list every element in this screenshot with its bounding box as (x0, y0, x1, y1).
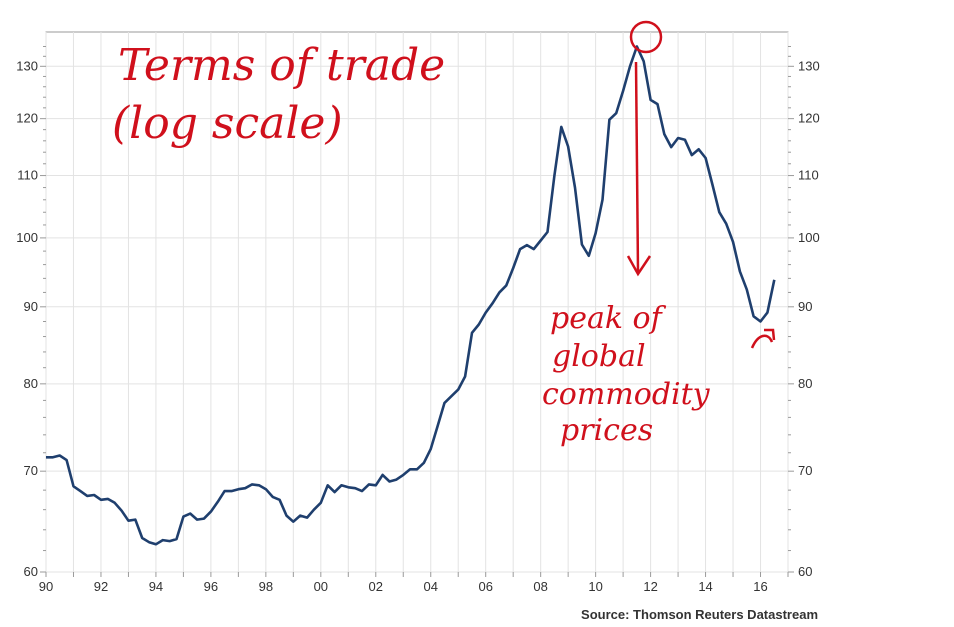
x-tick-label: 98 (259, 579, 273, 594)
x-tick-label: 06 (478, 579, 492, 594)
x-axis: 90 92 94 96 98 00 02 04 06 08 10 12 14 16 (39, 579, 768, 594)
y-axis-left: 60 70 80 90 100 110 120 130 (16, 58, 38, 579)
y-tick-label-right: 80 (798, 376, 812, 391)
y-tick-label-right: 120 (798, 111, 820, 126)
x-tick-label: 00 (314, 579, 328, 594)
source-label: Source: Thomson Reuters Datastream (581, 607, 818, 622)
series-line (46, 45, 776, 546)
annotation-peak-line3: commodity (542, 377, 711, 412)
peak-circle (629, 20, 663, 54)
y-tick-label-right: 100 (798, 230, 820, 245)
x-tick-label: 02 (369, 579, 383, 594)
annotation-title-line2: (log scale) (112, 98, 343, 149)
x-tick-label: 96 (204, 579, 218, 594)
y-tick-label-right: 110 (798, 168, 819, 183)
y-tick-label-left: 70 (24, 463, 38, 478)
annotation-peak-line1: peak of (550, 301, 667, 336)
annotation-peak-line4: prices (560, 413, 653, 448)
y-tick-label-left: 60 (24, 564, 38, 579)
series-group (46, 45, 776, 546)
x-tick-label: 14 (698, 579, 712, 594)
y-tick-label-left: 100 (16, 230, 38, 245)
y-tick-label-right: 70 (798, 463, 812, 478)
x-tick-label: 10 (588, 579, 602, 594)
y-tick-label-right: 130 (798, 58, 820, 73)
y-tick-label-left: 90 (24, 299, 38, 314)
x-tick-label: 90 (39, 579, 53, 594)
y-tick-label-right: 90 (798, 299, 812, 314)
annotation-title-line1: Terms of trade (118, 40, 445, 91)
x-tick-label: 92 (94, 579, 108, 594)
plot-frame (45, 31, 789, 573)
y-tick-label-left: 110 (17, 168, 38, 183)
axis-ticks (40, 45, 794, 577)
annotation-peak-line2: global (552, 339, 646, 374)
x-tick-label: 08 (533, 579, 547, 594)
x-tick-label: 04 (424, 579, 438, 594)
peak-arrow (634, 61, 640, 273)
x-tick-label: 16 (753, 579, 767, 594)
y-tick-label-right: 60 (798, 564, 812, 579)
y-axis-right: 60 70 80 90 100 110 120 130 (798, 58, 820, 579)
x-tick-label: 94 (149, 579, 163, 594)
y-tick-label-left: 80 (24, 376, 38, 391)
peak-arrow-head (626, 255, 652, 277)
uptick-arrow (750, 328, 776, 349)
y-tick-label-left: 120 (16, 111, 38, 126)
y-tick-label-left: 130 (16, 58, 38, 73)
gridlines (45, 32, 789, 573)
handwritten-annotations: Terms of trade (log scale) peak of globa… (112, 20, 776, 448)
x-tick-label: 12 (643, 579, 657, 594)
